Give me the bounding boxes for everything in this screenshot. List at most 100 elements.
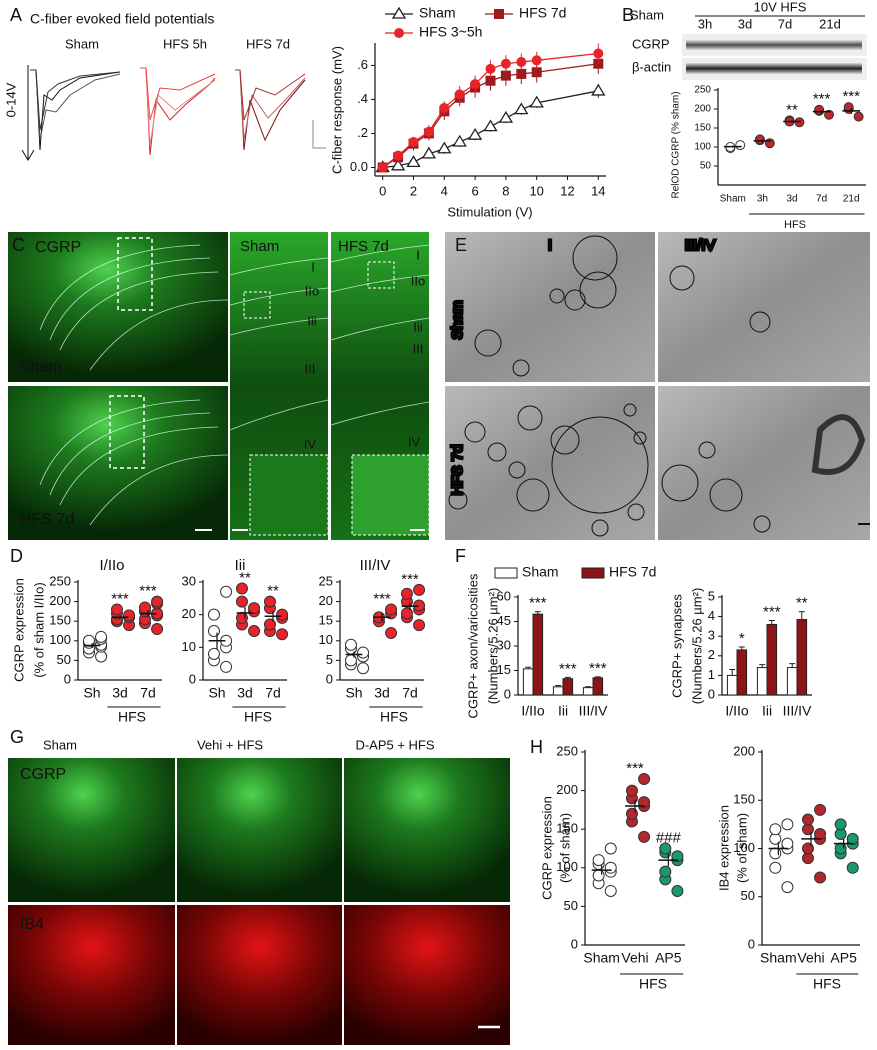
blot-label: β-actin <box>632 59 671 74</box>
data-point <box>413 619 426 632</box>
data-point <box>781 881 794 894</box>
point <box>531 55 542 66</box>
significance: *** <box>842 88 860 105</box>
point <box>591 83 606 96</box>
y-tick-label: 4 <box>708 608 715 623</box>
image-label: Sham <box>449 300 466 339</box>
significance: ** <box>786 101 798 118</box>
panel-label: C <box>12 235 25 255</box>
data-point <box>235 595 248 608</box>
panel-label: H <box>530 737 543 757</box>
point <box>485 75 496 86</box>
data-point <box>82 634 95 647</box>
y-tick-label: 200 <box>556 782 578 797</box>
bar <box>736 649 748 696</box>
y-tick-label: 2 <box>708 647 715 662</box>
x-tick-label: Sham <box>760 950 797 966</box>
data-point <box>220 660 233 673</box>
x-axis-label: Stimulation (V) <box>447 204 532 219</box>
y-tick-label: 200 <box>694 104 711 115</box>
lamina-label: IIo <box>305 283 319 298</box>
panel-label: G <box>10 727 24 747</box>
x-tick-label: 4 <box>441 183 448 198</box>
lamina-label: IIo <box>411 273 425 288</box>
data-point <box>814 871 827 884</box>
data-point <box>592 854 605 867</box>
y-axis-label: RelOD CGRP (% sham) <box>671 91 682 198</box>
y-tick-label: 30 <box>497 637 511 652</box>
data-point <box>151 595 164 608</box>
trace-label: Sham <box>65 36 99 51</box>
x-tick-label: 3d <box>374 685 390 701</box>
data-point <box>592 869 605 882</box>
data-point <box>671 884 684 897</box>
point <box>390 158 406 171</box>
significance: ** <box>796 595 808 612</box>
y-tick-label: .2 <box>357 125 368 140</box>
blot-label: 10V HFS <box>754 0 807 14</box>
lamina-label: I <box>311 259 315 274</box>
point <box>498 110 514 123</box>
bar <box>786 667 798 696</box>
y-tick-label: 10 <box>182 639 196 654</box>
y-tick-label: 50 <box>700 161 712 172</box>
data-point <box>248 602 261 615</box>
legend-label: Sham <box>419 5 456 21</box>
data-point <box>400 607 413 620</box>
x-tick-label: Vehi <box>797 950 824 966</box>
x-tick-label: 8 <box>502 183 509 198</box>
y-axis-label: (Numbers/5.26 µm²) <box>485 588 500 705</box>
blot-lane: 21d <box>819 16 841 31</box>
significance: ** <box>267 583 279 600</box>
bar <box>582 687 594 696</box>
micrographs-e <box>445 232 870 540</box>
image-label: CGRP <box>20 766 66 783</box>
lamina-label: IV <box>304 436 317 451</box>
blot-label: CGRP <box>632 36 670 51</box>
legend-marker <box>391 6 407 19</box>
point <box>514 102 529 115</box>
data-point <box>276 628 289 641</box>
y-axis-label: (Numbers/5.26 µm²) <box>689 588 704 705</box>
y-tick-label: 50 <box>57 652 71 667</box>
data-point <box>413 583 426 596</box>
y-tick-label: 150 <box>694 123 711 134</box>
y-tick-label: 0 <box>189 671 196 686</box>
bar <box>766 623 778 696</box>
column-label: Vehi + HFS <box>197 737 263 752</box>
x-tick-label: Iii <box>762 703 772 719</box>
data-point <box>220 585 233 598</box>
y-tick-label: 100 <box>733 840 755 855</box>
significance: *** <box>559 660 577 677</box>
point <box>531 67 542 78</box>
significance: *** <box>111 590 129 607</box>
x-tick-label: 0 <box>379 183 386 198</box>
column-label: D-AP5 + HFS <box>355 737 434 752</box>
legend-marker <box>394 28 404 38</box>
y-tick-label: 250 <box>49 573 71 588</box>
significance: * <box>739 630 745 647</box>
y-axis-label: CGRP expression <box>539 796 554 900</box>
lamina-label: Iii <box>307 313 317 328</box>
y-axis-label: CGRP+ axon/varicosities <box>465 573 480 718</box>
y-axis-label: (% of sham I/IIo) <box>31 582 46 677</box>
significance: *** <box>763 603 781 620</box>
image-label: CGRP <box>35 239 81 256</box>
data-point <box>814 828 827 841</box>
data-point <box>207 625 220 637</box>
y-tick-label: 0 <box>64 671 71 686</box>
significance: *** <box>529 595 547 612</box>
data-point <box>769 847 782 860</box>
x-tick-label: 3d <box>786 194 797 205</box>
x-tick-label: Sham <box>583 950 620 966</box>
significance: ### <box>656 829 682 846</box>
y-axis-label: CGRP+ synapses <box>669 594 684 698</box>
image-label: HFS 7d <box>449 445 466 496</box>
x-tick-label: 12 <box>560 183 574 198</box>
point <box>529 95 544 108</box>
significance: *** <box>401 571 419 588</box>
data-point <box>151 623 164 636</box>
legend-label: HFS 3~5h <box>419 24 482 40</box>
x-tick-label: AP5 <box>655 950 682 966</box>
data-point <box>385 603 398 616</box>
